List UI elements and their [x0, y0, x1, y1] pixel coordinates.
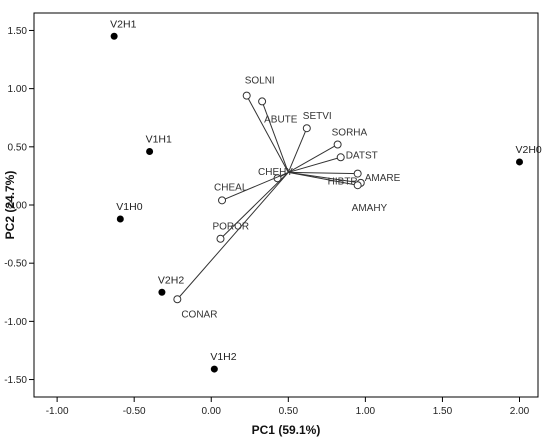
vector-line [288, 144, 338, 173]
vector-line [220, 172, 289, 240]
vector-line [246, 95, 289, 173]
vector-line [176, 172, 289, 300]
loading-vectors: SOLNIABUTESETVISORHADATSTCHEHYCHEALHIBTR… [173, 76, 401, 320]
vector-line [288, 171, 358, 175]
x-tick-label: -0.50 [123, 406, 146, 417]
point-label: V2H0 [516, 144, 542, 156]
vector-line [288, 171, 358, 186]
vector-label: AMAHY [352, 203, 388, 214]
vector-endpoint [353, 169, 362, 178]
y-tick-label: 1.00 [8, 84, 28, 95]
vector-endpoint [333, 140, 342, 149]
x-axis-title: PC1 (59.1%) [252, 423, 321, 437]
point-label: V1H0 [116, 201, 142, 213]
y-axis-title: PC2 (24.7%) [3, 171, 17, 240]
vector-label: CHEHY [258, 167, 293, 178]
vector-endpoint [216, 234, 225, 243]
score-point [516, 158, 524, 166]
x-tick-label: -1.00 [46, 406, 69, 417]
vector-label: SOLNI [245, 76, 275, 87]
x-tick-label: 0.00 [202, 406, 222, 417]
y-tick-label: 1.50 [8, 26, 28, 37]
score-point [146, 147, 154, 155]
x-axis-ticks: -1.00 -0.50 0.00 0.50 1.00 1.50 2.00 [46, 397, 530, 417]
score-point [210, 365, 218, 373]
point-label: V1H1 [146, 133, 172, 145]
vector-label: ABUTE [264, 114, 298, 125]
score-points: V2H1 V1H1 V1H0 V2H2 V1H2 V2H0 [110, 18, 542, 373]
vector-endpoint [336, 153, 345, 162]
vector-line [221, 171, 289, 201]
y-axis-ticks: 1.50 1.00 0.50 0.00 -0.50 -1.00 -1.50 [4, 26, 34, 386]
plot-frame [33, 12, 539, 398]
point-label: V2H2 [158, 274, 184, 286]
x-tick-label: 2.00 [510, 406, 530, 417]
vector-endpoint [173, 295, 182, 304]
x-tick-label: 1.00 [356, 406, 376, 417]
vector-label: CHEAL [214, 182, 248, 193]
vector-line [288, 156, 341, 173]
vector-endpoint [302, 124, 311, 133]
y-tick-label: -1.00 [4, 317, 27, 328]
y-tick-label: -1.50 [4, 375, 27, 386]
vector-endpoint [353, 181, 362, 190]
x-tick-label: 0.50 [279, 406, 299, 417]
vector-label: SETVI [303, 111, 332, 122]
vector-label: SORHA [332, 127, 368, 138]
vector-endpoint [218, 196, 227, 205]
y-tick-label: 0.00 [8, 201, 28, 212]
score-point [116, 215, 124, 223]
vector-endpoint [258, 97, 267, 106]
point-label: V2H1 [110, 18, 136, 30]
score-point [158, 288, 166, 296]
vector-line [287, 128, 308, 173]
score-point [110, 32, 118, 40]
vector-label: POROR [212, 222, 249, 233]
y-tick-label: -0.50 [4, 259, 27, 270]
vector-label: CONAR [181, 309, 217, 320]
y-tick-label: 0.50 [8, 142, 28, 153]
point-label: V1H2 [210, 351, 236, 363]
vector-label: AMARE [365, 173, 401, 184]
vector-line [261, 101, 289, 173]
x-tick-label: 1.50 [433, 406, 453, 417]
vector-label: DATST [346, 150, 378, 161]
vector-endpoint [242, 91, 251, 100]
